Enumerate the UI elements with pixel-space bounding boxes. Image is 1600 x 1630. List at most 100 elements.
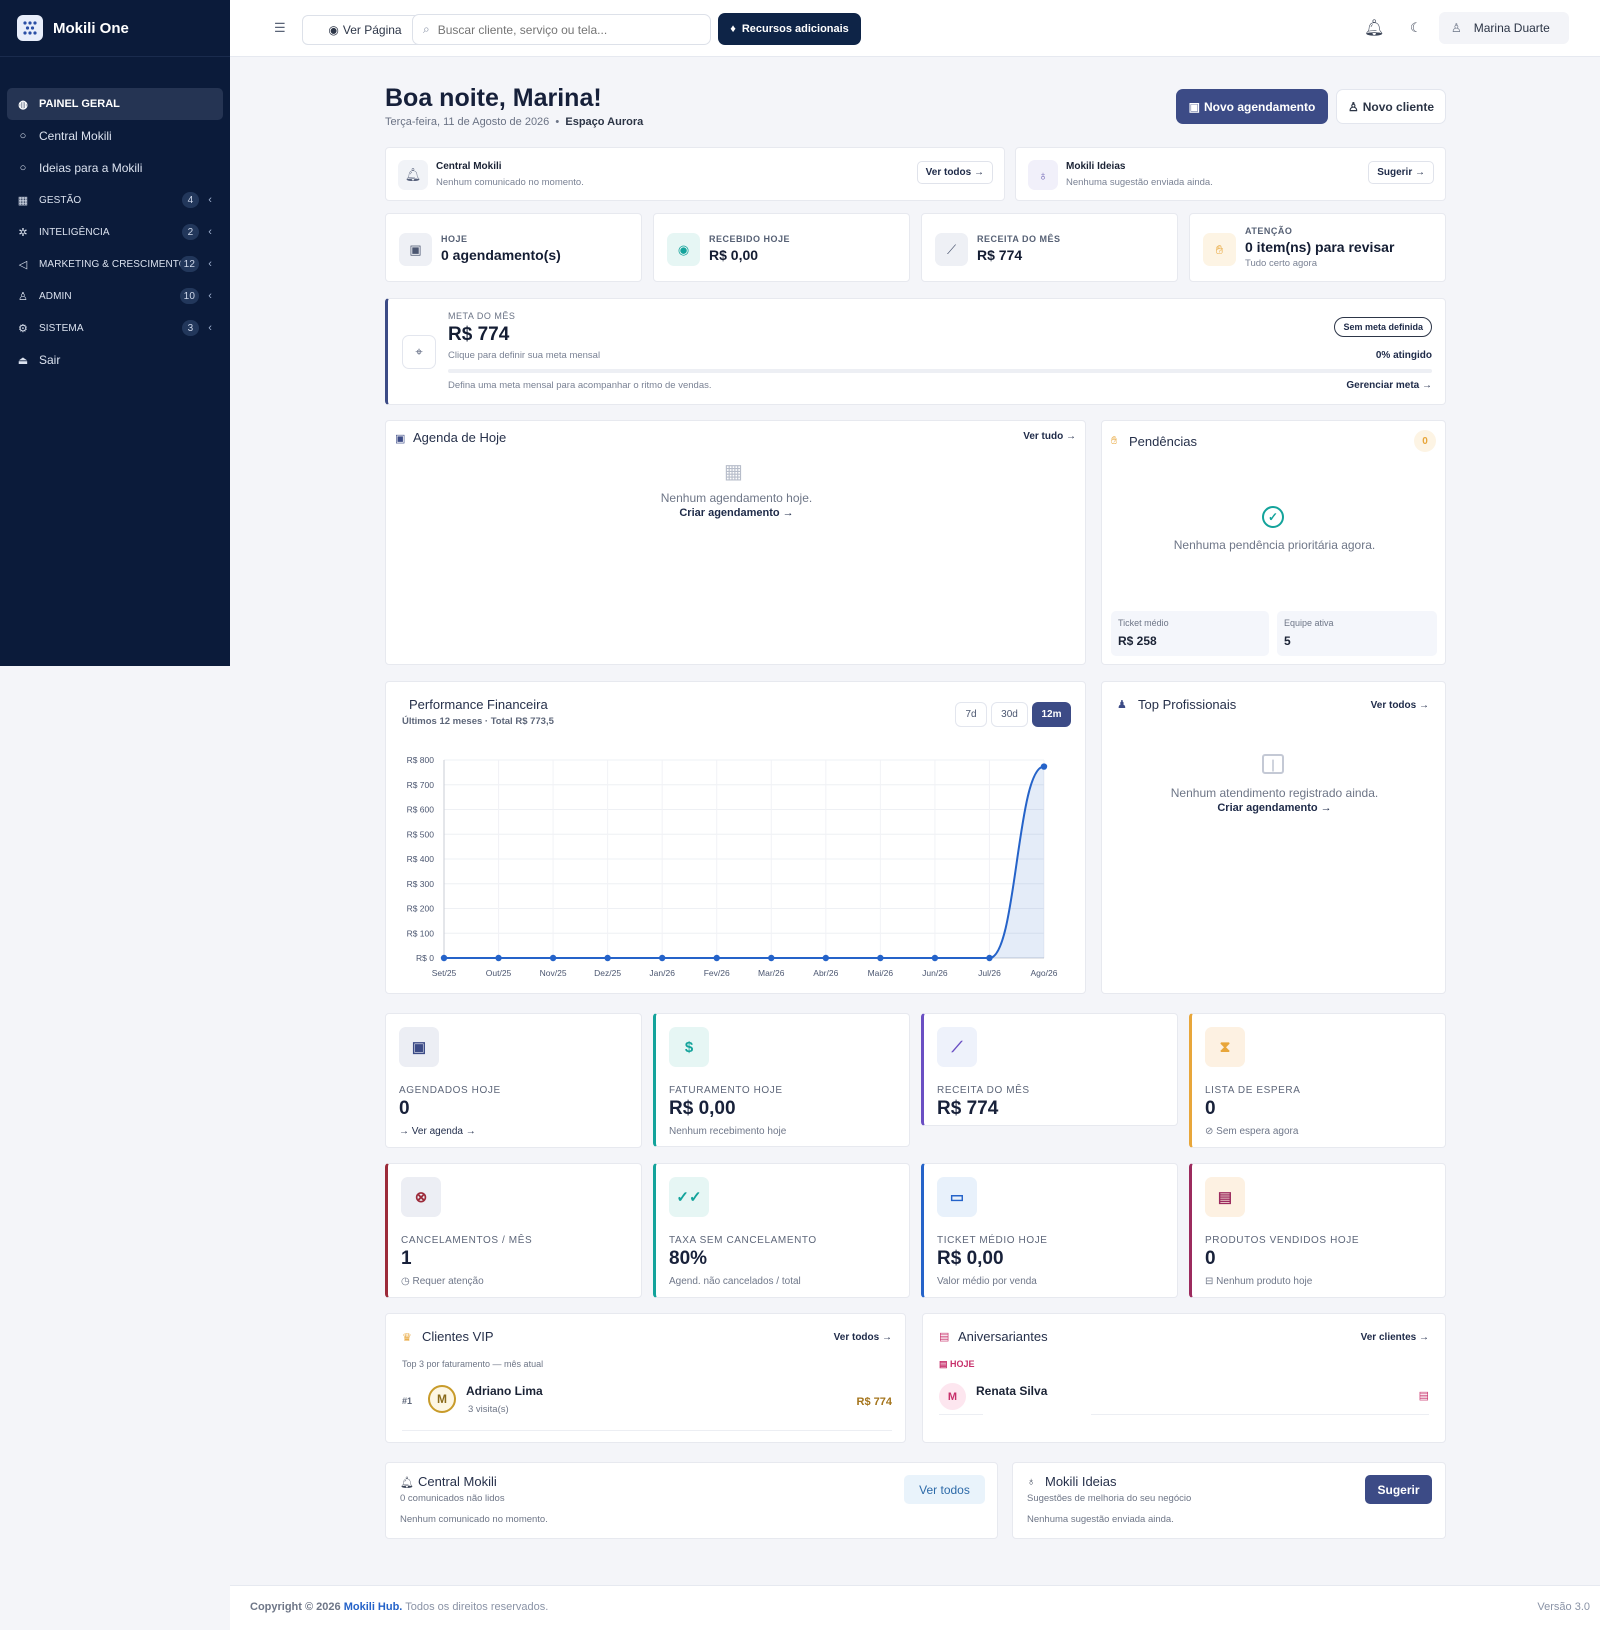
- ver-pagina-button[interactable]: ◉ Ver Página: [302, 15, 428, 45]
- sidebar-item-marketing[interactable]: ◁ MARKETING & CRESCIMENTO 12 ‹: [7, 248, 223, 280]
- range-30d-button[interactable]: 30d: [991, 702, 1028, 727]
- sidebar-item-label: PAINEL GERAL: [39, 98, 120, 110]
- sugerir-button[interactable]: Sugerir →: [1368, 161, 1434, 184]
- stat-value: R$ 0,00: [937, 1248, 1004, 1269]
- stat-card[interactable]: ▭ TICKET MÉDIO HOJE R$ 0,00 Valor médio por…: [921, 1163, 1178, 1298]
- circle-icon: ○: [19, 130, 27, 142]
- stat-card[interactable]: ✓✓ TAXA SEM CANCELAMENTO 80% Agend. não can…: [653, 1163, 910, 1298]
- page-title: Boa noite, Marina!: [385, 84, 602, 112]
- ver-clientes-link[interactable]: Ver clientes →: [1360, 1332, 1429, 1343]
- hoje-tag: ▤ HOJE: [939, 1359, 975, 1370]
- stat-label: RECEITA DO MÊS: [937, 1085, 1030, 1096]
- ver-todos-link[interactable]: Ver todos →: [833, 1332, 892, 1343]
- central-notice-text: Nenhum comunicado no momento.: [436, 177, 584, 188]
- ticket-medio-box: Ticket médio R$ 258: [1111, 611, 1269, 656]
- stat-card[interactable]: ▣ AGENDADOS HOJE 0 → Ver agenda →: [385, 1013, 642, 1148]
- sidebar: Mokili One ◍ PAINEL GERAL ○ Central Mokili…: [0, 0, 230, 666]
- footer-rights: Todos os direitos reservados.: [405, 1601, 549, 1613]
- range-12m-button[interactable]: 12m: [1032, 702, 1071, 727]
- stat-card[interactable]: ▤ PRODUTOS VENDIDOS HOJE 0 ⊟ Nenhum produto…: [1189, 1163, 1446, 1298]
- ver-todos-link[interactable]: Ver todos →: [1370, 700, 1429, 711]
- gerenciar-meta-link[interactable]: Gerenciar meta →: [1346, 380, 1432, 391]
- sidebar-item-central-mokili[interactable]: ○ Central Mokili: [7, 120, 223, 152]
- sidebar-item-sair[interactable]: ⏏ Sair: [7, 344, 223, 376]
- central-bottom-title: Central Mokili: [418, 1474, 497, 1489]
- stat-label: TAXA SEM CANCELAMENTO: [669, 1235, 817, 1246]
- sidebar-item-gestao[interactable]: ▦ GESTÃO 4 ‹: [7, 184, 223, 216]
- vip-title: Clientes VIP: [422, 1329, 494, 1344]
- stat-card[interactable]: ⧗ LISTA DE ESPERA 0 ⊘ Sem espera agora: [1189, 1013, 1446, 1148]
- kpi-value: R$ 774: [977, 247, 1023, 263]
- y-tick-label: R$ 600: [407, 805, 435, 815]
- bar-chart-icon: ┃: [1262, 754, 1284, 774]
- user-menu[interactable]: ♙ Marina Duarte: [1439, 12, 1569, 44]
- meta-card[interactable]: ⌖ META DO MÊS R$ 774 Clique para definir…: [385, 298, 1446, 405]
- stat-value: 0: [1205, 1098, 1216, 1119]
- gift-icon[interactable]: ▤: [1418, 1390, 1429, 1402]
- stat-card[interactable]: ⟋ RECEITA DO MÊS R$ 774: [921, 1013, 1178, 1126]
- kpi-hoje-card[interactable]: ▣ HOJE 0 agendamento(s): [385, 213, 642, 282]
- ver-todos-button[interactable]: Ver todos: [904, 1475, 985, 1504]
- pendencias-empty-text: Nenhuma pendência prioritária agora.: [1173, 538, 1376, 552]
- sidebar-item-ideias[interactable]: ○ Ideias para a Mokili: [7, 152, 223, 184]
- x-tick-label: Jul/26: [978, 968, 1001, 978]
- criar-agendamento-link[interactable]: Criar agendamento →: [1217, 802, 1332, 814]
- calendar-icon: ▣: [399, 233, 432, 266]
- ideias-bottom-card: ♁ Mokili Ideias Sugestões de melhoria do…: [1012, 1462, 1446, 1539]
- kpi-label: HOJE: [441, 234, 468, 244]
- stat-note[interactable]: → Ver agenda →: [399, 1126, 476, 1137]
- data-point: [440, 954, 448, 962]
- megaphone-icon: ◁: [18, 258, 28, 271]
- footer: Copyright © 2026 Mokili Hub. Todos os di…: [230, 1585, 1600, 1630]
- sidebar-item-inteligencia[interactable]: ✲ INTELIGÊNCIA 2 ‹: [7, 216, 223, 248]
- building-icon: ▦: [17, 194, 29, 207]
- bell-icon: 🔔︎: [398, 160, 428, 190]
- novo-cliente-label: Novo cliente: [1362, 99, 1435, 114]
- double-check-icon: ✓✓: [669, 1177, 709, 1217]
- ideias-bottom-title: Mokili Ideias: [1045, 1474, 1117, 1489]
- brand[interactable]: Mokili One: [0, 0, 230, 57]
- stat-card[interactable]: ⊗ CANCELAMENTOS / MÊS 1 ◷ Requer atenção: [385, 1163, 642, 1298]
- data-point: [549, 954, 557, 962]
- agenda-card: ▣ Agenda de Hoje Ver tudo → ▦ Nenhum age…: [385, 420, 1086, 665]
- gear-icon: ⚙: [18, 322, 28, 335]
- range-7d-button[interactable]: 7d: [955, 702, 987, 727]
- sidebar-item-label: ADMIN: [39, 290, 72, 302]
- diamond-icon: ♦: [730, 23, 736, 35]
- kpi-recebido-card[interactable]: ◉ RECEBIDO HOJE R$ 0,00: [653, 213, 910, 282]
- meta-value: R$ 774: [448, 324, 510, 345]
- footer-brand-link[interactable]: Mokili Hub.: [343, 1601, 403, 1613]
- gift-icon: ▤: [939, 1359, 948, 1369]
- novo-agendamento-button[interactable]: ▣ Novo agendamento: [1176, 89, 1328, 124]
- vip-client-name[interactable]: Adriano Lima: [466, 1384, 543, 1398]
- moon-icon[interactable]: ☾: [1410, 20, 1422, 35]
- performance-title: Performance Financeira: [409, 697, 548, 712]
- avatar: M: [939, 1383, 966, 1410]
- ticket-medio-label: Ticket médio: [1118, 618, 1169, 628]
- kpi-receita-card[interactable]: ⟋ RECEITA DO MÊS R$ 774: [921, 213, 1178, 282]
- series-line: [444, 765, 1045, 959]
- x-tick-label: Jun/26: [922, 968, 948, 978]
- stat-card[interactable]: $ FATURAMENTO HOJE R$ 0,00 Nenhum recebimen…: [653, 1013, 910, 1147]
- kpi-label: ATENÇÃO: [1245, 226, 1293, 236]
- criar-agendamento-link[interactable]: Criar agendamento →: [679, 507, 794, 519]
- menu-toggle-icon[interactable]: ☰: [274, 20, 286, 35]
- bell-icon[interactable]: 🔔︎: [1364, 20, 1385, 37]
- recursos-adicionais-button[interactable]: ♦ Recursos adicionais: [718, 13, 861, 45]
- sidebar-item-sistema[interactable]: ⚙ SISTEMA 3 ‹: [7, 312, 223, 344]
- sidebar-item-admin[interactable]: ♙ ADMIN 10 ‹: [7, 280, 223, 312]
- current-date: Terça-feira, 11 de Agosto de 2026: [385, 116, 550, 128]
- novo-cliente-button[interactable]: ♙ Novo cliente: [1336, 89, 1446, 124]
- ver-tudo-link[interactable]: Ver tudo →: [1023, 431, 1076, 442]
- aniversariante-name[interactable]: Renata Silva: [976, 1384, 1048, 1398]
- ver-todos-button[interactable]: Ver todos →: [916, 161, 993, 184]
- copyright: Copyright © 2026 Mokili Hub. Todos os di…: [250, 1601, 548, 1613]
- search-input[interactable]: [437, 22, 678, 37]
- sidebar-item-painel-geral[interactable]: ◍ PAINEL GERAL: [7, 88, 223, 120]
- row-divider: [402, 1430, 892, 1431]
- performance-card: Performance Financeira Últimos 12 meses …: [385, 681, 1086, 994]
- sugerir-button[interactable]: Sugerir: [1365, 1475, 1432, 1504]
- y-tick-label: R$ 400: [407, 854, 435, 864]
- kpi-note: Tudo certo agora: [1245, 258, 1317, 269]
- kpi-atencao-card[interactable]: ✋︎ ATENÇÃO 0 item(ns) para revisar Tudo …: [1189, 213, 1446, 282]
